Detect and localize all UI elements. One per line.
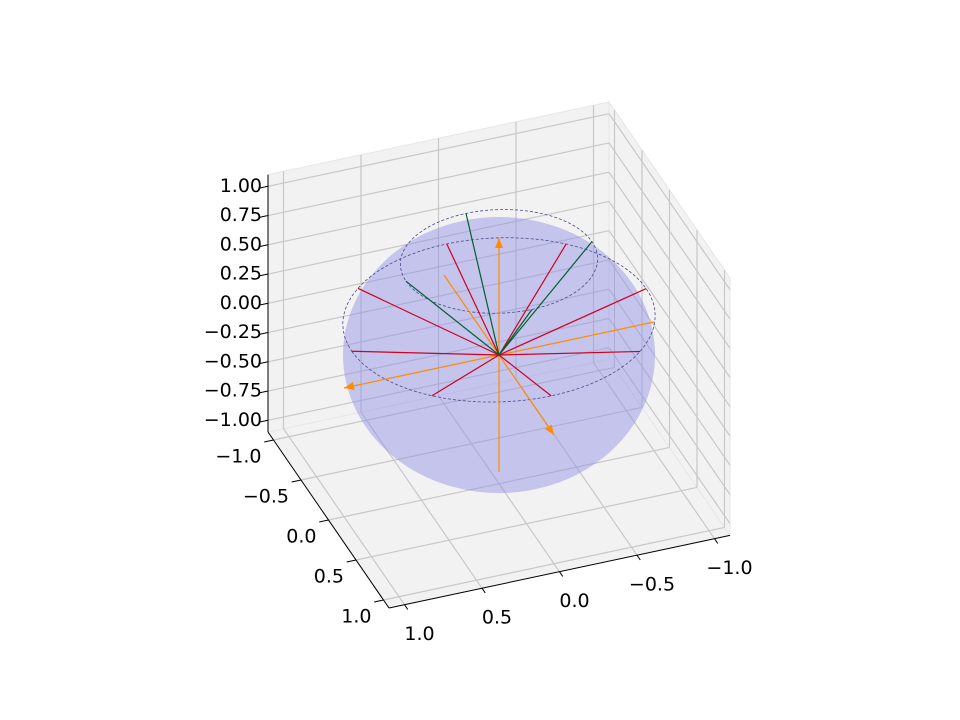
grid-line [328,446,670,521]
z-tick-label: 0.50 [220,233,262,255]
grid-line [267,171,610,246]
tick-mark [291,479,302,483]
grid-line [608,113,731,291]
vector [498,354,555,436]
vector [465,213,500,356]
vector [498,321,655,356]
grid-line [355,486,698,561]
grid-line [608,171,731,349]
z-tick-label: 0.00 [220,292,262,314]
tick-mark [636,554,641,561]
z-tick-label: 0.75 [220,204,262,226]
vector [431,354,500,397]
vector [446,243,500,356]
vector [351,350,500,356]
vector [443,274,500,356]
vector [498,350,641,356]
grid-line [608,201,731,378]
tick-mark [258,244,269,248]
z-tick-label: −0.75 [204,380,262,402]
grid-line [267,347,610,421]
x-tick-label: 0.0 [559,590,589,612]
tick-mark [264,439,274,443]
x-tick-label: 0.5 [482,607,512,629]
tick-mark [319,519,329,523]
tick-mark [258,332,269,336]
z-tick-label: −0.50 [204,350,262,372]
grid-line [608,230,731,408]
tick-mark [258,273,269,277]
vector [498,288,647,356]
tick-mark [481,587,486,594]
tick-mark [404,604,409,610]
arrowhead [545,424,554,435]
x-tick-label: −0.5 [629,574,675,596]
grid-line [267,288,610,363]
tick-mark [258,215,269,219]
grid-line [608,288,731,466]
tick-mark [374,599,384,603]
tick-mark [714,538,719,544]
arrowhead [495,238,503,248]
vector [498,354,552,397]
vector [357,287,500,356]
tick-mark [258,390,269,394]
y-axis [267,431,390,609]
tick-mark [258,302,269,306]
grid-line [608,318,731,495]
vector [405,280,500,356]
tick-mark [258,419,269,423]
z-tick-label: −1.00 [204,409,262,431]
grid-line [273,366,615,441]
z-tick-label: 0.25 [220,263,262,285]
grid-line [267,142,610,217]
tick-mark [258,361,269,365]
x-tick-label: −1.0 [706,557,752,579]
grid-line [267,200,610,275]
x-axis [388,534,731,609]
vector [498,241,593,356]
y-tick-label: −0.5 [243,486,289,508]
vector [498,243,567,356]
vector [343,354,500,389]
y-tick-label: 0.5 [314,566,344,588]
y-tick-label: 0.0 [286,526,316,548]
grid-line [267,113,610,187]
grid-line [608,347,731,525]
z-tick-label: 1.00 [220,175,262,197]
tick-mark [258,185,269,189]
grid-line [267,259,610,334]
y-tick-label: 1.0 [341,606,371,628]
grid-line [608,142,731,320]
y-tick-label: −1.0 [215,446,261,468]
grid-line [300,406,643,481]
tick-mark [346,559,357,563]
tick-mark [559,571,564,577]
z-tick-label: −0.25 [204,321,262,343]
grid-line [383,526,725,601]
x-tick-label: 1.0 [404,623,434,645]
latitude-circle [342,237,656,403]
grid-line [267,230,610,304]
arrowhead [344,382,355,390]
grid-line [608,259,731,437]
